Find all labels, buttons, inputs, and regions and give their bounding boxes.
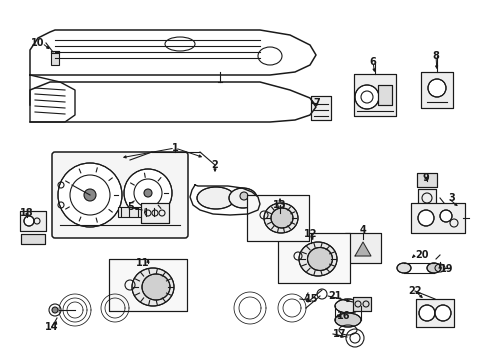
Text: 14: 14 (45, 322, 59, 332)
Text: 2: 2 (211, 160, 218, 170)
Circle shape (434, 305, 450, 321)
Bar (353, 74, 395, 116)
Circle shape (240, 192, 247, 200)
Polygon shape (354, 242, 370, 256)
Bar (352, 297, 370, 311)
Text: 6: 6 (369, 57, 376, 67)
Text: 9: 9 (422, 173, 428, 183)
Circle shape (439, 210, 451, 222)
Ellipse shape (426, 263, 440, 273)
Circle shape (354, 85, 378, 109)
Bar (51, 51, 59, 65)
Bar (417, 189, 435, 207)
Text: 8: 8 (432, 51, 439, 61)
Ellipse shape (197, 187, 235, 209)
Text: 12: 12 (304, 229, 317, 239)
Bar (109, 259, 186, 311)
Bar (353, 74, 395, 116)
Circle shape (52, 307, 58, 313)
Bar (410, 203, 464, 233)
Text: 15: 15 (305, 294, 318, 304)
Bar (278, 233, 349, 283)
Text: 10: 10 (31, 38, 45, 48)
Bar (345, 233, 380, 263)
Text: 3: 3 (447, 193, 454, 203)
Circle shape (417, 210, 433, 226)
Circle shape (24, 216, 34, 226)
Text: 11: 11 (136, 258, 149, 268)
Bar (246, 195, 308, 241)
Ellipse shape (298, 242, 336, 276)
Circle shape (58, 163, 122, 227)
Text: 13: 13 (273, 200, 286, 210)
Bar (352, 297, 370, 311)
Circle shape (427, 79, 445, 97)
Ellipse shape (132, 268, 174, 306)
Bar (141, 203, 169, 223)
Circle shape (124, 169, 172, 217)
Bar (415, 299, 453, 327)
Text: 5: 5 (127, 202, 134, 212)
Bar (20, 211, 46, 231)
Bar (278, 233, 349, 283)
Text: 18: 18 (20, 208, 34, 218)
Ellipse shape (334, 313, 360, 327)
Bar (20, 211, 46, 231)
Circle shape (84, 189, 96, 201)
Ellipse shape (270, 208, 292, 228)
Ellipse shape (396, 263, 410, 273)
Bar (310, 96, 330, 120)
Bar (377, 85, 391, 105)
Bar (420, 72, 452, 108)
Text: 1: 1 (171, 143, 178, 153)
Text: 21: 21 (327, 291, 341, 301)
Text: 22: 22 (407, 286, 421, 296)
Bar (141, 203, 169, 223)
Bar (416, 173, 436, 187)
Ellipse shape (228, 188, 257, 208)
Text: 17: 17 (332, 329, 346, 339)
Bar (415, 299, 453, 327)
Circle shape (418, 305, 434, 321)
Bar (345, 233, 380, 263)
Bar (416, 173, 436, 187)
Bar (21, 234, 45, 244)
Bar (109, 259, 186, 311)
Bar (410, 203, 464, 233)
Ellipse shape (307, 248, 332, 270)
FancyBboxPatch shape (52, 152, 187, 238)
Bar (21, 234, 45, 244)
Bar (246, 195, 308, 241)
Ellipse shape (334, 299, 360, 313)
Text: 16: 16 (336, 311, 350, 321)
Text: 4: 4 (359, 225, 366, 235)
Bar (377, 85, 391, 105)
Bar (417, 189, 435, 207)
Ellipse shape (142, 274, 170, 300)
Text: 7: 7 (312, 98, 319, 108)
Bar (118, 207, 156, 217)
Ellipse shape (264, 203, 297, 233)
Text: 19: 19 (439, 264, 452, 274)
Bar (310, 96, 330, 120)
Bar (420, 72, 452, 108)
Text: 20: 20 (414, 250, 427, 260)
Circle shape (143, 189, 152, 197)
